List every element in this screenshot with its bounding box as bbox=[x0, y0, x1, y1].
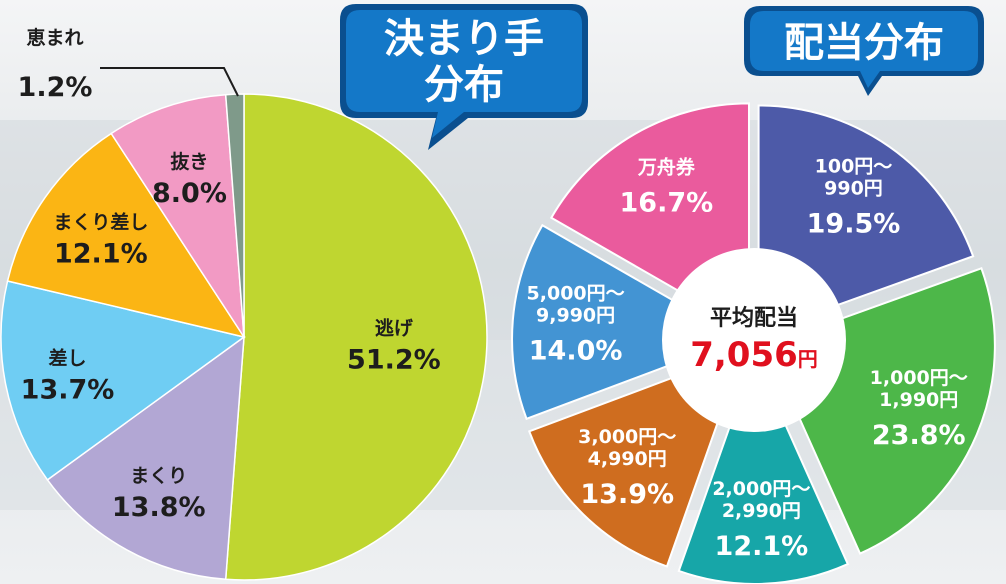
slice-value-5: 1.2% bbox=[18, 72, 93, 103]
pie-slice-5 bbox=[224, 93, 245, 338]
pie-slice-4 bbox=[110, 93, 245, 338]
slice-label-1-line-0: 1,000円～ bbox=[870, 367, 968, 389]
center-label: 平均配当 bbox=[710, 305, 798, 331]
center-value: 7,056 bbox=[690, 335, 798, 375]
slice-label-1: まくり bbox=[130, 465, 187, 487]
title-bubble-kimarite: 決まり手 分布 bbox=[340, 4, 588, 150]
slice-label-4-line-1: 9,990円 bbox=[536, 304, 615, 326]
pie-chart-kimarite: 逃げ 51.2% まくり 13.8% 差し 13.7% まくり差し 12.1% 抜き 8.0% 恵ま… bbox=[0, 26, 488, 581]
slice-value-0: 19.5% bbox=[807, 208, 901, 239]
slice-value-1: 23.8% bbox=[872, 420, 966, 451]
slice-label-4-line-0: 5,000円～ bbox=[527, 282, 625, 304]
slice-value-3: 12.1% bbox=[54, 238, 148, 269]
pie-slice-2 bbox=[0, 280, 246, 481]
slice-label-0-line-1: 990円 bbox=[824, 177, 883, 199]
slice-label-5-line-0: 万舟券 bbox=[637, 156, 696, 179]
slice-label-2-line-1: 2,990円 bbox=[722, 500, 801, 522]
pie-slice-0 bbox=[224, 93, 488, 581]
title-line-1: 決まり手 bbox=[384, 16, 544, 62]
slice-label-2: 差し bbox=[49, 346, 87, 369]
bubble-fill bbox=[346, 10, 582, 138]
slice-label-3-line-0: 3,000円～ bbox=[578, 426, 676, 448]
title-line-2: 分布 bbox=[424, 62, 504, 108]
pie-slice-1 bbox=[46, 335, 245, 581]
slice-label-1-line-1: 1,990円 bbox=[879, 389, 958, 411]
slice-label-0-line-0: 100円～ bbox=[815, 155, 893, 177]
pie-slice-3 bbox=[6, 132, 246, 339]
bubble-fill bbox=[750, 11, 978, 88]
slice-value-4: 14.0% bbox=[529, 335, 623, 366]
slice-value-2: 13.7% bbox=[21, 374, 115, 405]
center-value-line: 7,056円 bbox=[690, 335, 818, 375]
leader-line-megumare bbox=[100, 67, 239, 97]
pie-slice-4 bbox=[511, 223, 743, 421]
title: 配当分布 bbox=[784, 20, 944, 66]
slice-label-2-line-0: 2,000円～ bbox=[712, 478, 810, 500]
slice-value-1: 13.8% bbox=[112, 492, 206, 523]
slice-label-3-line-1: 4,990円 bbox=[588, 448, 667, 470]
center-unit: 円 bbox=[798, 347, 818, 371]
slice-label-5: 恵まれ bbox=[26, 26, 83, 49]
slice-value-4: 8.0% bbox=[152, 178, 227, 209]
average-payout-center: 平均配当 7,056円 bbox=[662, 248, 846, 432]
slice-value-0: 51.2% bbox=[347, 345, 441, 376]
center-disc bbox=[662, 248, 846, 432]
slice-value-2: 12.1% bbox=[715, 531, 809, 562]
slice-value-5: 16.7% bbox=[620, 188, 714, 219]
slice-label-0: 逃げ bbox=[375, 317, 414, 340]
slice-value-3: 13.9% bbox=[580, 479, 674, 510]
title-bubble-payout: 配当分布 bbox=[744, 6, 984, 96]
slice-label-4: 抜き bbox=[170, 150, 208, 173]
slice-label-3: まくり差し bbox=[53, 210, 148, 233]
